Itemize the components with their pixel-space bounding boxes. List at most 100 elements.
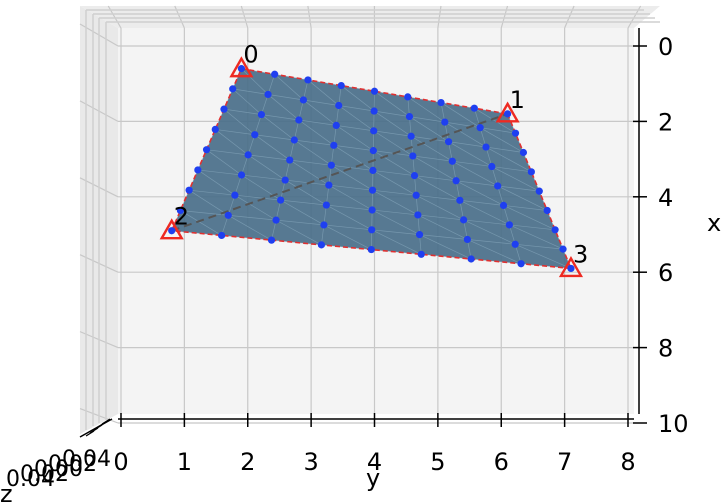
- corner-vertices: 0 1 2 3: [159, 41, 588, 278]
- grid-point: [415, 231, 424, 239]
- z-axis-label: z: [0, 480, 13, 504]
- mesh-line: [373, 150, 415, 176]
- z-tick-label: 0.02: [20, 462, 69, 487]
- grid-point: [337, 81, 345, 90]
- grid-point: [368, 186, 377, 194]
- x-tick-label: 0: [658, 33, 673, 61]
- vertex-marker: [558, 256, 584, 278]
- grid-point: [367, 245, 375, 254]
- vertex-label: 3: [573, 240, 588, 268]
- grid-point: [482, 143, 490, 151]
- mesh-line: [373, 110, 412, 137]
- grid-point: [470, 104, 478, 112]
- grid-point: [417, 250, 425, 258]
- grid-point: [412, 191, 420, 199]
- grid-point: [517, 260, 525, 268]
- mesh-line: [467, 239, 522, 265]
- mesh-line: [307, 79, 339, 106]
- mesh-line: [410, 135, 453, 162]
- grid-point: [327, 161, 335, 169]
- grid-point: [272, 216, 280, 224]
- mesh-line: [336, 125, 374, 151]
- mesh-line: [338, 105, 374, 132]
- y-tick-label: 8: [620, 448, 635, 476]
- grid-point: [535, 187, 543, 195]
- mesh-line: [416, 194, 464, 221]
- grid-point: [330, 141, 338, 149]
- mesh-line: [298, 119, 335, 146]
- grid-point: [460, 216, 468, 224]
- grid-point: [211, 125, 219, 134]
- z-ticks: 0.040.020.000.020.04: [6, 418, 111, 492]
- mesh-line: [215, 129, 249, 156]
- vertex-label: 0: [243, 41, 258, 69]
- mesh-line: [247, 154, 286, 181]
- grid-point: [304, 76, 312, 84]
- grid-point: [437, 98, 445, 107]
- grid-point: [519, 148, 528, 157]
- vertex-label: 2: [174, 203, 189, 231]
- x-tick-label: 4: [658, 184, 673, 212]
- vertex-marker: [159, 218, 184, 240]
- grid-point: [407, 132, 415, 140]
- grid-point: [244, 151, 252, 159]
- diagonal-line: [171, 112, 508, 232]
- mesh-line: [341, 85, 375, 112]
- y-axis-label: y: [366, 464, 380, 492]
- x-tick-label: 2: [658, 108, 673, 136]
- grid-point: [237, 65, 246, 73]
- y-tick-label: 5: [430, 448, 445, 476]
- mesh-line: [180, 210, 222, 236]
- mesh-line: [491, 166, 540, 192]
- mesh-line: [303, 99, 337, 126]
- grid-point: [237, 171, 246, 179]
- mesh-line: [419, 234, 472, 260]
- grid-point: [452, 177, 460, 185]
- mesh-line: [206, 149, 242, 176]
- mesh-line: [284, 179, 327, 206]
- grid-point: [370, 107, 378, 115]
- grid-point: [231, 191, 239, 199]
- mesh-line: [294, 139, 332, 166]
- mesh-line: [497, 185, 548, 211]
- grid-point: [567, 264, 575, 273]
- grid-point: [229, 85, 237, 93]
- grid-point: [494, 182, 502, 190]
- x-axis-label: x: [707, 209, 721, 237]
- mesh-line: [414, 175, 461, 201]
- grid-point: [441, 118, 449, 126]
- y-tick-label: 3: [303, 448, 318, 476]
- mesh-line: [503, 205, 556, 231]
- mesh-line: [188, 189, 229, 216]
- grid-point: [511, 240, 519, 248]
- grid-point: [264, 90, 272, 99]
- mesh-line: [333, 145, 374, 171]
- grid-point: [543, 206, 551, 215]
- y-ticks: 0 1 2 3 4 5 6 7 8: [113, 413, 636, 476]
- grid-points: [168, 65, 575, 273]
- grid-point: [325, 181, 333, 189]
- mesh-line: [241, 68, 269, 95]
- mesh-line: [331, 164, 373, 191]
- grid-point: [322, 201, 330, 209]
- grid-point: [405, 112, 414, 121]
- grid-point: [286, 156, 294, 164]
- mesh-line: [197, 169, 236, 196]
- grid-point: [444, 138, 453, 146]
- mesh-line: [326, 204, 372, 231]
- boundary-edge: [241, 67, 508, 115]
- grid-point: [456, 196, 464, 204]
- mesh-line: [452, 160, 498, 187]
- mesh-line: [479, 127, 524, 153]
- grid-point: [281, 176, 289, 184]
- grid-point: [409, 152, 417, 160]
- vertex-marker: [229, 56, 254, 78]
- grid-point: [511, 129, 520, 137]
- mesh-line: [328, 184, 373, 211]
- mesh-line: [275, 219, 322, 246]
- grid-point: [290, 136, 298, 144]
- mesh-line: [373, 130, 414, 157]
- grid-point: [332, 121, 340, 130]
- y-tick-label: 1: [177, 448, 192, 476]
